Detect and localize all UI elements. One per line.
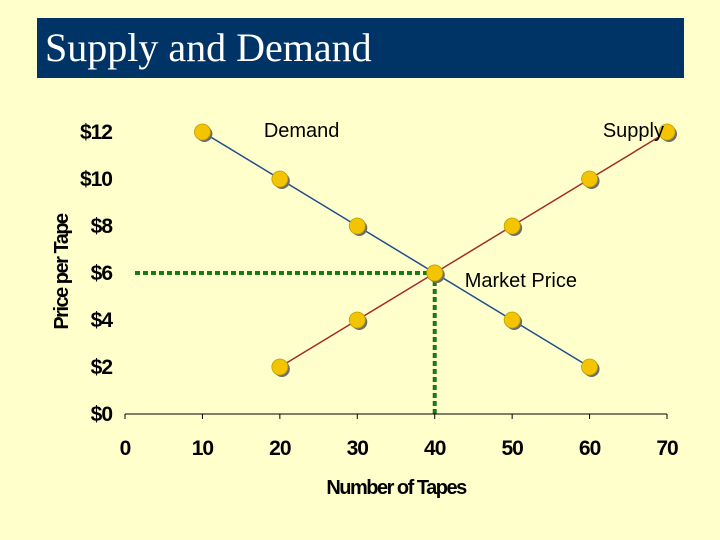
data-points	[194, 123, 677, 377]
x-tick-label: 20	[269, 437, 291, 460]
x-tick-label: 70	[656, 437, 678, 460]
supply-point	[271, 358, 289, 376]
y-tick-label: $12	[80, 121, 112, 144]
x-tick-label: 60	[579, 437, 601, 460]
supply-point	[348, 311, 366, 329]
supply-line	[279, 131, 668, 368]
series-lines	[202, 131, 668, 368]
y-tick-label: $10	[80, 168, 112, 191]
y-tick-label: $4	[91, 309, 114, 332]
supply-series-label: Supply	[603, 120, 664, 142]
demand-point	[194, 123, 211, 141]
demand-point	[348, 217, 366, 235]
demand-series-label: Demand	[264, 120, 340, 142]
x-tick-label: 0	[120, 437, 131, 460]
supply-point	[503, 217, 521, 235]
slide-title: Supply and Demand	[45, 25, 372, 70]
y-tick-label: $8	[91, 215, 114, 238]
y-axis-title: Price per Tape	[51, 213, 73, 330]
x-tick-label: 50	[501, 437, 523, 460]
market-price-guides	[135, 271, 437, 414]
y-tick-label: $0	[91, 403, 113, 426]
x-tick-label: 30	[347, 437, 369, 460]
market-price-label: Market Price	[465, 270, 577, 292]
title-bar: Supply and Demand	[37, 18, 684, 78]
x-axis-title: Number of Tapes	[326, 477, 467, 499]
demand-point	[503, 311, 521, 329]
y-tick-label: $6	[91, 262, 113, 285]
chart-labels: 0 10 20 30 40 50 60 70 $0 $2 $4 $6 $8 $10 $12 Number of…	[51, 120, 679, 499]
x-tick-label: 40	[424, 437, 446, 460]
demand-point	[581, 358, 598, 376]
supply-point	[581, 170, 598, 188]
supply-point	[426, 264, 444, 282]
chart-axes	[124, 413, 668, 419]
x-tick-label: 10	[192, 437, 214, 460]
y-tick-label: $2	[91, 356, 113, 379]
demand-point	[271, 170, 289, 188]
demand-line	[202, 131, 590, 368]
supply-point	[658, 123, 676, 141]
